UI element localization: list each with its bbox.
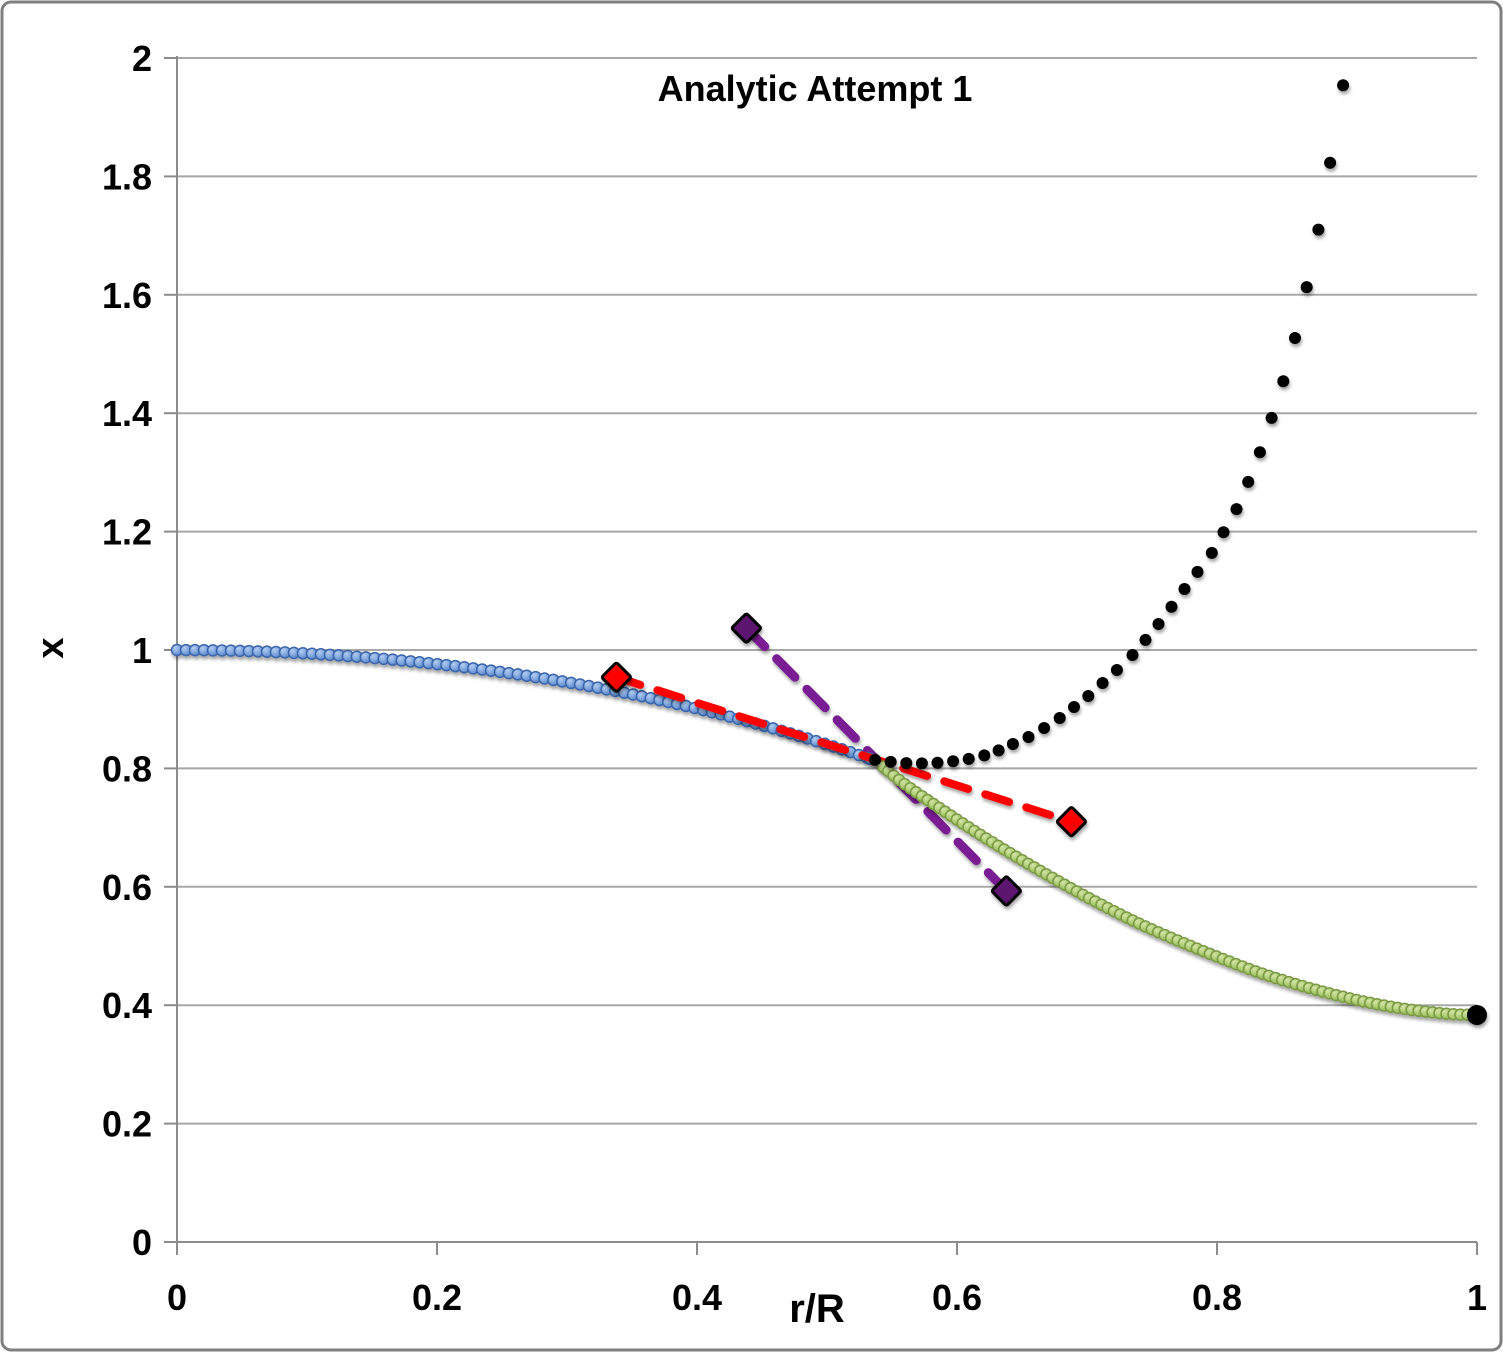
diamond-marker: [730, 612, 762, 644]
data-point: [1082, 689, 1095, 702]
data-point: [1312, 223, 1325, 236]
chart-title: Analytic Attempt 1: [658, 68, 973, 109]
data-point: [1289, 332, 1301, 345]
series-green-dots: [876, 760, 1484, 1022]
y-tick-label: 1.4: [102, 393, 152, 434]
data-point: [869, 753, 882, 766]
data-point: [1265, 411, 1278, 424]
data-point: [1022, 731, 1035, 744]
series-blue-dots: [170, 643, 877, 766]
diamond-markers: [600, 612, 1087, 907]
y-tick-label: 0: [132, 1222, 152, 1263]
diamond-marker: [990, 875, 1022, 907]
x-tick-label: 0: [167, 1277, 187, 1318]
data-point: [931, 756, 944, 769]
series-red-dashed-line: [612, 673, 1076, 826]
data-point: [1139, 633, 1152, 646]
x-axis-title: r/R: [789, 1287, 845, 1331]
data-point: [1110, 664, 1123, 677]
data-point: [1205, 546, 1218, 559]
tangent-line-red-dashed: [612, 673, 1076, 826]
data-point: [978, 749, 991, 762]
data-point: [1277, 375, 1290, 388]
x-tick-label: 0.8: [1192, 1277, 1242, 1318]
axes: 0 0.2 0.4 0.6 0.8 1 1.2 1.4 1.6 1.8 2 0 0.2 0.4 0.6 0.8…: [102, 38, 1487, 1318]
plot-series: [170, 79, 1487, 1025]
data-point: [1096, 676, 1109, 689]
data-point: [1165, 600, 1178, 613]
data-point: [1467, 1004, 1487, 1025]
y-tick-label: 0.6: [102, 867, 152, 908]
data-point: [1068, 701, 1080, 714]
data-point: [1253, 446, 1266, 459]
data-point: [1242, 475, 1255, 488]
data-point: [1038, 722, 1051, 735]
diamond-marker: [1055, 806, 1087, 838]
data-point: [915, 757, 928, 770]
y-tick-label: 1.6: [102, 275, 152, 316]
diamond-marker: [600, 661, 632, 693]
data-point: [1152, 617, 1165, 630]
data-point: [1126, 648, 1139, 661]
data-point: [1178, 583, 1191, 596]
x-tick-label: 0.6: [932, 1277, 982, 1318]
data-point: [962, 752, 975, 765]
data-point: [884, 755, 897, 768]
y-tick-label: 0.8: [102, 748, 152, 789]
series-black-dots: [869, 79, 1350, 770]
data-point: [1337, 79, 1350, 92]
data-point: [900, 757, 913, 770]
data-point: [1191, 565, 1204, 578]
y-tick-label: 1.2: [102, 512, 152, 553]
gridlines: [177, 57, 1477, 1243]
y-tick-label: 0.4: [102, 985, 152, 1026]
y-tick-label: 1: [132, 630, 152, 671]
data-point: [1217, 526, 1230, 539]
data-point: [1230, 503, 1243, 516]
y-axis-title: x: [30, 637, 72, 658]
data-point: [947, 755, 960, 768]
data-point: [1006, 738, 1019, 751]
x-tick-label: 1: [1467, 1277, 1487, 1318]
x-tick-label: 0.4: [672, 1277, 722, 1318]
series-boundary-point: [1467, 1004, 1487, 1025]
data-point: [1300, 281, 1313, 294]
data-point: [1053, 712, 1066, 725]
y-tick-label: 0.2: [102, 1104, 152, 1145]
y-tick-label: 2: [132, 38, 152, 79]
y-tick-label: 1.8: [102, 156, 152, 197]
x-tick-label: 0.2: [412, 1277, 462, 1318]
data-point: [992, 744, 1005, 757]
data-point: [1324, 156, 1337, 169]
